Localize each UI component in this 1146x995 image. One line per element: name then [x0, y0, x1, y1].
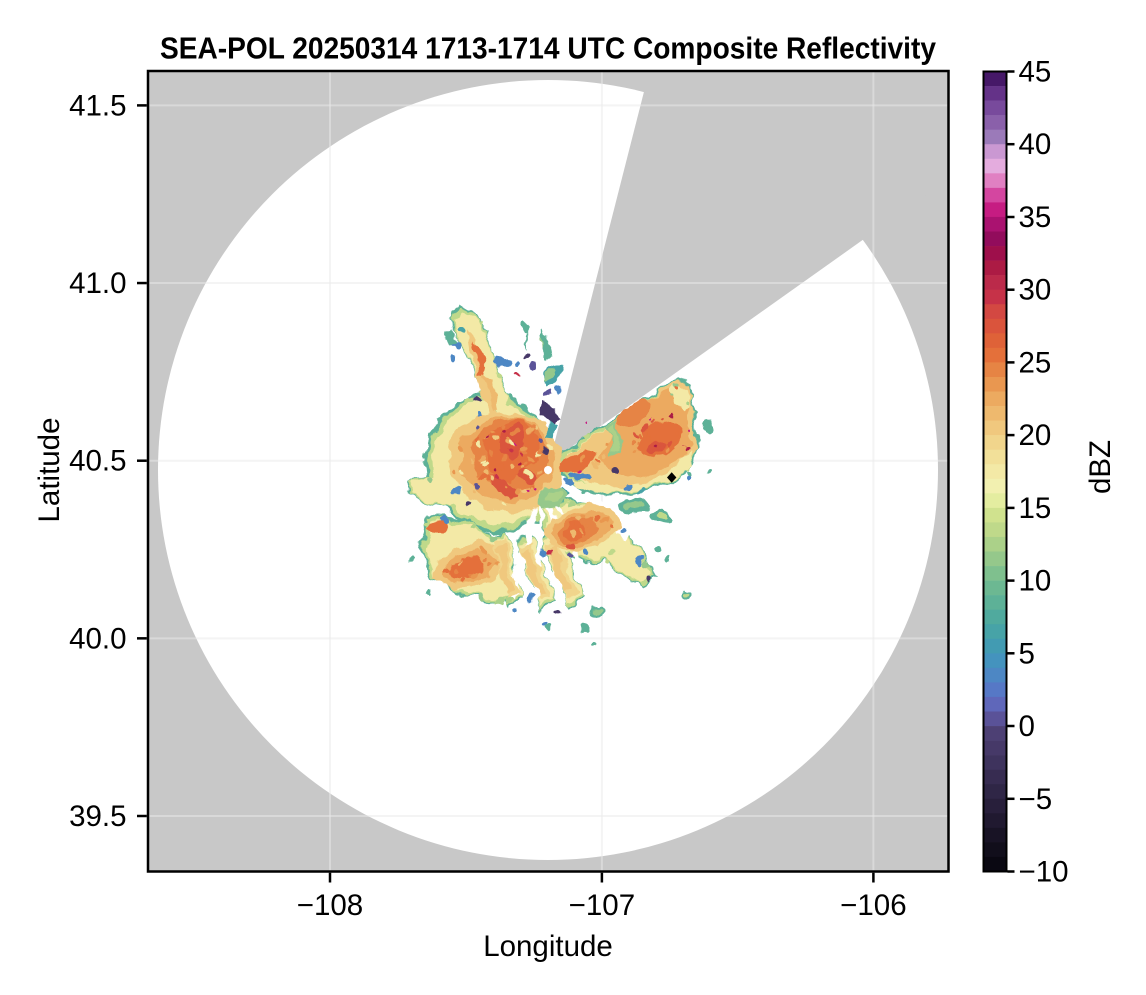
svg-text:−10: −10 — [1019, 856, 1069, 889]
svg-text:15: 15 — [1019, 492, 1052, 525]
svg-text:45: 45 — [1019, 56, 1052, 89]
svg-text:25: 25 — [1019, 346, 1052, 379]
svg-text:SEA-POL 20250314 1713-1714 UTC: SEA-POL 20250314 1713-1714 UTC Composite… — [160, 31, 937, 66]
svg-text:40: 40 — [1019, 128, 1052, 161]
svg-text:35: 35 — [1019, 201, 1052, 234]
svg-text:−5: −5 — [1019, 783, 1053, 816]
svg-text:−107: −107 — [569, 889, 635, 922]
svg-text:0: 0 — [1019, 710, 1035, 743]
svg-text:10: 10 — [1019, 565, 1052, 598]
svg-text:39.5: 39.5 — [69, 800, 126, 833]
svg-text:20: 20 — [1019, 419, 1052, 452]
svg-text:40.5: 40.5 — [69, 445, 126, 478]
svg-text:41.5: 41.5 — [69, 89, 126, 122]
svg-text:5: 5 — [1019, 637, 1035, 670]
svg-text:−108: −108 — [297, 889, 363, 922]
svg-text:41.0: 41.0 — [69, 267, 126, 300]
svg-text:−106: −106 — [840, 889, 906, 922]
svg-text:Latitude: Latitude — [33, 418, 66, 523]
svg-text:Longitude: Longitude — [483, 930, 613, 963]
svg-text:30: 30 — [1019, 274, 1052, 307]
svg-text:dBZ: dBZ — [1084, 440, 1117, 494]
svg-text:40.0: 40.0 — [69, 622, 126, 655]
